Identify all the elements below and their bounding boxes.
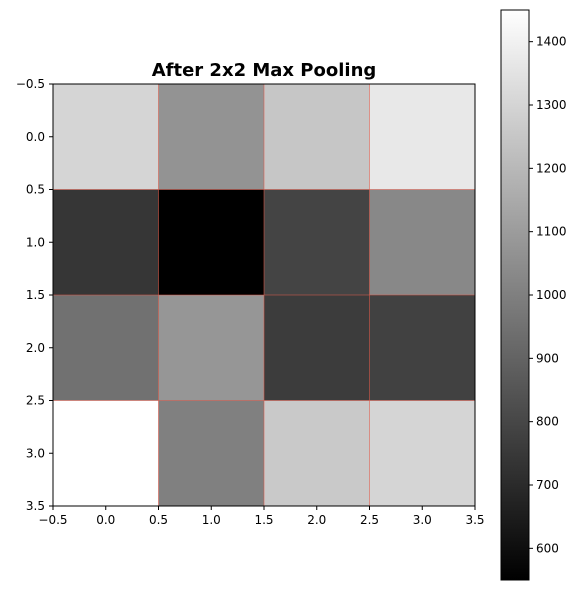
colorbar-tick-label: 1400 <box>536 35 567 49</box>
x-tick-label: 3.5 <box>465 513 484 527</box>
heatmap-cell <box>264 400 370 507</box>
x-tick-label: 1.5 <box>254 513 273 527</box>
y-axis: −0.5 0.0 0.5 1.0 1.5 2.0 2.5 3.0 3.5 <box>16 77 53 513</box>
heatmap-cell <box>158 400 265 507</box>
x-tick-label: 0.0 <box>96 513 115 527</box>
chart-title: After 2x2 Max Pooling <box>152 60 377 81</box>
colorbar-tick-label: 1200 <box>536 161 567 175</box>
colorbar-tick-label: 1300 <box>536 98 567 112</box>
heatmap-cell <box>158 189 265 296</box>
colorbar-axis: 600 700 800 900 1000 1100 1200 1300 1400 <box>529 35 567 555</box>
heatmap-cells <box>53 84 476 507</box>
heatmap-cell <box>53 400 159 507</box>
heatmap-cell <box>158 84 265 190</box>
x-tick-label: 2.5 <box>360 513 379 527</box>
y-tick-label: 1.5 <box>26 288 45 302</box>
heatmap-cell <box>158 295 265 401</box>
heatmap-cell <box>264 295 370 401</box>
x-tick-label: −0.5 <box>38 513 67 527</box>
y-tick-label: 0.0 <box>26 130 45 144</box>
colorbar-tick-label: 600 <box>536 541 559 555</box>
heatmap-cell <box>53 295 159 401</box>
cell-grid-lines <box>53 84 475 506</box>
heatmap-cell <box>369 189 476 296</box>
x-tick-label: 3.0 <box>413 513 432 527</box>
x-tick-label: 2.0 <box>307 513 326 527</box>
heatmap-cell <box>53 189 159 296</box>
colorbar-tick-label: 900 <box>536 351 559 365</box>
y-tick-label: 2.0 <box>26 341 45 355</box>
colorbar-tick-label: 800 <box>536 415 559 429</box>
heatmap-cell <box>369 400 476 507</box>
y-tick-label: 1.0 <box>26 235 45 249</box>
heatmap-cell <box>264 189 370 296</box>
x-tick-label: 1.0 <box>202 513 221 527</box>
colorbar-tick-label: 700 <box>536 478 559 492</box>
colorbar <box>500 9 530 581</box>
x-axis: −0.5 0.0 0.5 1.0 1.5 2.0 2.5 3.0 3.5 <box>38 506 485 527</box>
colorbar-tick-label: 1000 <box>536 288 567 302</box>
y-tick-label: 3.0 <box>26 446 45 460</box>
heatmap-cell <box>369 84 476 190</box>
heatmap-cell <box>369 295 476 401</box>
colorbar-tick-label: 1100 <box>536 225 567 239</box>
heatmap-cell <box>264 84 370 190</box>
y-tick-label: 2.5 <box>26 394 45 408</box>
y-tick-label: 3.5 <box>26 499 45 513</box>
heatmap-cell <box>53 84 159 190</box>
y-tick-label: −0.5 <box>16 77 45 91</box>
x-tick-label: 0.5 <box>149 513 168 527</box>
y-tick-label: 0.5 <box>26 183 45 197</box>
